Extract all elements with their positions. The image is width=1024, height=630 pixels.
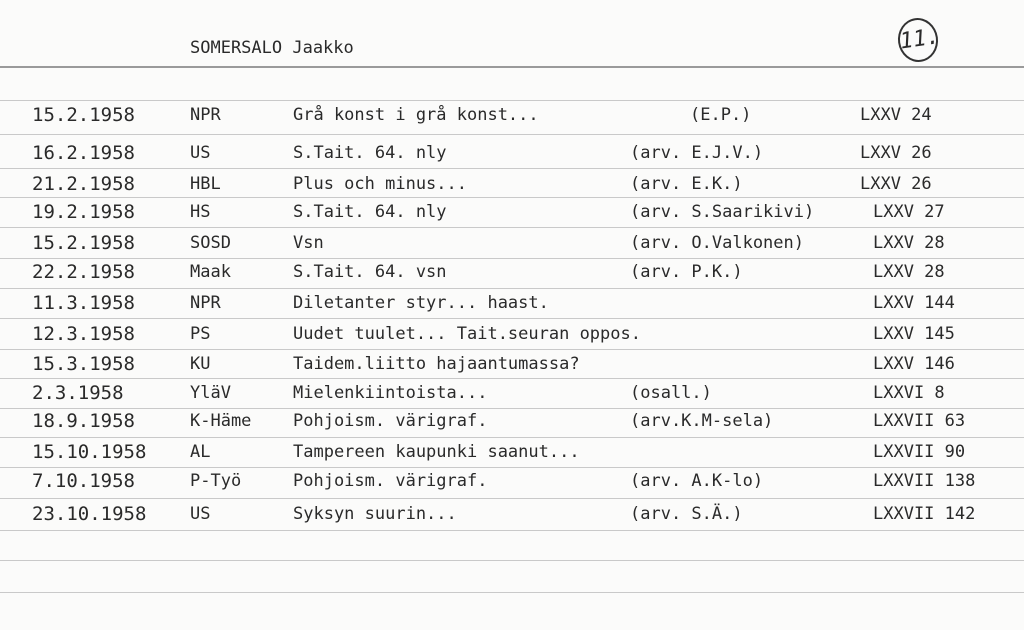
ruled-line xyxy=(0,467,1024,468)
ruled-line xyxy=(0,258,1024,259)
entry-source: YläV xyxy=(190,383,231,403)
entry-title: Taidem.liitto hajaantumassa? xyxy=(293,354,580,374)
entry-title: S.Tait. 64. nly xyxy=(293,202,447,222)
entry-date: 15.3.1958 xyxy=(32,353,135,375)
person-name: SOMERSALO Jaakko xyxy=(190,38,354,58)
entry-ref: LXXV 145 xyxy=(873,324,955,344)
entry-source: Maak xyxy=(190,262,231,282)
entry-ref: LXXV 144 xyxy=(873,293,955,313)
entry-source: HBL xyxy=(190,174,221,194)
entry-reviewer: (arv.K.M-sela) xyxy=(630,411,774,431)
ruled-line xyxy=(0,530,1024,531)
ruled-line xyxy=(0,560,1024,561)
entry-date: 21.2.1958 xyxy=(32,173,135,195)
entry-title: Pohjoism. värigraf. xyxy=(293,411,488,431)
entry-ref: LXXVII 138 xyxy=(873,471,976,491)
entry-date: 15.2.1958 xyxy=(32,104,135,126)
ruled-line xyxy=(0,378,1024,379)
ruled-line xyxy=(0,498,1024,499)
ruled-line xyxy=(0,408,1024,409)
entry-reviewer: (arv. S.Saarikivi) xyxy=(630,202,815,222)
entry-date: 12.3.1958 xyxy=(32,323,135,345)
entry-reviewer: (arv. E.K.) xyxy=(630,174,743,194)
entry-ref: LXXV 24 xyxy=(860,105,932,125)
ruled-line xyxy=(0,227,1024,228)
entry-ref: LXXV 26 xyxy=(860,143,932,163)
ruled-line xyxy=(0,592,1024,593)
entry-source: HS xyxy=(190,202,211,222)
entry-reviewer: (arv. P.K.) xyxy=(630,262,743,282)
entry-ref: LXXV 28 xyxy=(873,233,945,253)
entry-source: P-Työ xyxy=(190,471,242,491)
entry-source: K-Häme xyxy=(190,411,252,431)
ruled-line xyxy=(0,197,1024,198)
entry-title: S.Tait. 64. vsn xyxy=(293,262,447,282)
entry-source: NPR xyxy=(190,105,221,125)
entry-date: 16.2.1958 xyxy=(32,142,135,164)
entry-source: US xyxy=(190,504,211,524)
entry-date: 23.10.1958 xyxy=(32,503,147,525)
entry-source: NPR xyxy=(190,293,221,313)
entry-title: Plus och minus... xyxy=(293,174,467,194)
entry-date: 15.10.1958 xyxy=(32,441,147,463)
entry-title: Diletanter styr... haast. xyxy=(293,293,549,313)
entry-ref: LXXVII 63 xyxy=(873,411,966,431)
entry-date: 11.3.1958 xyxy=(32,292,135,314)
entry-title: Tampereen kaupunki saanut... xyxy=(293,442,580,462)
entry-source: SOSD xyxy=(190,233,231,253)
entry-title: Uudet tuulet... Tait.seuran oppos. xyxy=(293,324,641,344)
entry-date: 7.10.1958 xyxy=(32,470,135,492)
entry-date: 15.2.1958 xyxy=(32,232,135,254)
ruled-line xyxy=(0,437,1024,438)
ruled-line xyxy=(0,100,1024,101)
entry-ref: LXXVII 142 xyxy=(873,504,976,524)
entry-reviewer: (E.P.) xyxy=(690,105,752,125)
entry-ref: LXXV 146 xyxy=(873,354,955,374)
entry-date: 22.2.1958 xyxy=(32,261,135,283)
entry-source: PS xyxy=(190,324,211,344)
entry-date: 19.2.1958 xyxy=(32,201,135,223)
ruled-line xyxy=(0,288,1024,289)
entry-title: Pohjoism. värigraf. xyxy=(293,471,488,491)
entry-ref: LXXV 27 xyxy=(873,202,945,222)
entry-reviewer: (arv. O.Valkonen) xyxy=(630,233,804,253)
ruled-line xyxy=(0,66,1024,68)
ruled-line xyxy=(0,318,1024,319)
entry-title: Syksyn suurin... xyxy=(293,504,457,524)
entry-reviewer: (arv. A.K-lo) xyxy=(630,471,764,491)
ruled-line xyxy=(0,349,1024,350)
entry-source: AL xyxy=(190,442,211,462)
entry-date: 18.9.1958 xyxy=(32,410,135,432)
card-number-stamp: 11. xyxy=(895,15,941,65)
entry-ref: LXXV 28 xyxy=(873,262,945,282)
entry-reviewer: (arv. S.Ä.) xyxy=(630,504,743,524)
entry-reviewer: (arv. E.J.V.) xyxy=(630,143,764,163)
ruled-line xyxy=(0,168,1024,169)
entry-ref: LXXV 26 xyxy=(860,174,932,194)
entry-title: Mielenkiintoista... xyxy=(293,383,488,403)
entry-ref: LXXVI 8 xyxy=(873,383,945,403)
ruled-line xyxy=(0,134,1024,135)
entry-reviewer: (osall.) xyxy=(630,383,712,403)
entry-title: Grå konst i grå konst... xyxy=(293,105,539,125)
entry-date: 2.3.1958 xyxy=(32,382,124,404)
entry-ref: LXXVII 90 xyxy=(873,442,966,462)
entry-source: KU xyxy=(190,354,211,374)
entry-title: S.Tait. 64. nly xyxy=(293,143,447,163)
entry-title: Vsn xyxy=(293,233,324,253)
entry-source: US xyxy=(190,143,211,163)
